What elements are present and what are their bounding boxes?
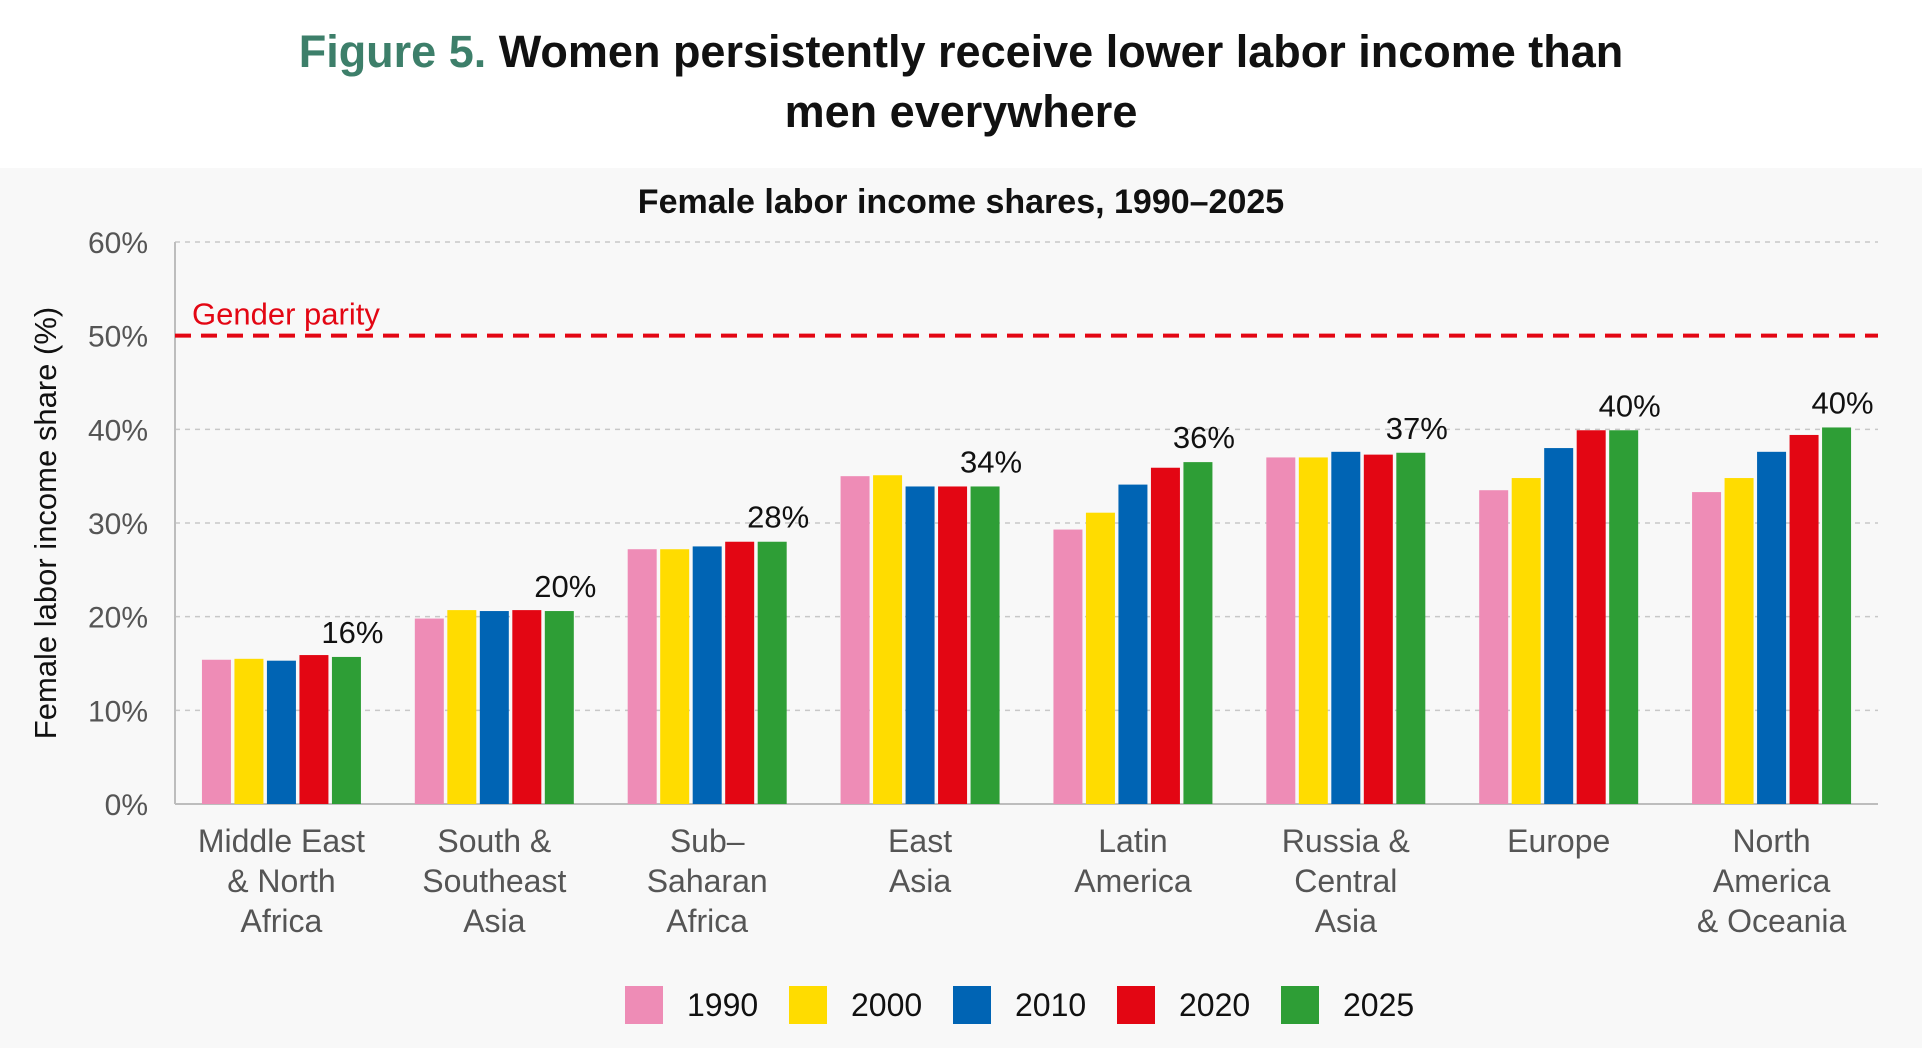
bar-2000 bbox=[447, 610, 477, 804]
bar-1990 bbox=[1053, 529, 1083, 804]
y-tick-label: 10% bbox=[88, 695, 148, 728]
bar-1990 bbox=[414, 618, 444, 804]
legend-swatch-2020 bbox=[1117, 986, 1155, 1024]
chart-title: Female labor income shares, 1990–2025 bbox=[638, 183, 1284, 221]
bar-2000 bbox=[1298, 457, 1328, 804]
legend-swatch-1990 bbox=[625, 986, 663, 1024]
bar-2000 bbox=[873, 475, 903, 804]
x-tick-label: & North bbox=[227, 863, 335, 899]
bar-2000 bbox=[660, 549, 690, 804]
legend-swatch-2010 bbox=[953, 986, 991, 1024]
x-tick-label: Latin bbox=[1098, 823, 1167, 859]
bar-2020 bbox=[1576, 430, 1606, 804]
figure-title: Figure 5. Women persistently receive low… bbox=[0, 22, 1922, 142]
bar-2025 bbox=[1822, 427, 1852, 804]
y-tick-label: 0% bbox=[105, 789, 148, 822]
bar-2020 bbox=[725, 541, 755, 804]
x-tick-label: East bbox=[888, 823, 952, 859]
bar-2025 bbox=[1396, 452, 1426, 804]
data-label: 36% bbox=[1173, 420, 1235, 455]
x-tick-label: Africa bbox=[666, 903, 748, 939]
y-tick-label: 40% bbox=[88, 414, 148, 447]
y-tick-label: 60% bbox=[88, 227, 148, 260]
legend-label: 1990 bbox=[687, 987, 758, 1023]
x-tick-label: Africa bbox=[241, 903, 323, 939]
legend-label: 2025 bbox=[1343, 987, 1414, 1023]
x-tick-label: South & bbox=[437, 823, 551, 859]
data-label: 20% bbox=[534, 569, 596, 604]
bar-2010 bbox=[266, 660, 296, 804]
bar-2010 bbox=[1331, 451, 1361, 804]
bar-1990 bbox=[201, 659, 231, 804]
bar-2020 bbox=[1150, 467, 1180, 804]
bar-2025 bbox=[970, 486, 1000, 804]
bar-2000 bbox=[1511, 478, 1541, 804]
x-tick-label: Southeast bbox=[422, 863, 566, 899]
bar-1990 bbox=[1692, 492, 1722, 804]
x-tick-label: Russia & bbox=[1282, 823, 1410, 859]
x-tick-label: America bbox=[1713, 863, 1831, 899]
bar-2025 bbox=[331, 656, 361, 804]
x-tick-label: America bbox=[1074, 863, 1192, 899]
bar-2010 bbox=[1118, 484, 1148, 804]
legend-label: 2010 bbox=[1015, 987, 1086, 1023]
bar-1990 bbox=[1266, 457, 1296, 804]
x-tick-label: Central bbox=[1294, 863, 1397, 899]
x-tick-label: Middle East bbox=[198, 823, 365, 859]
bar-2000 bbox=[234, 658, 264, 804]
figure-title-line-1: Figure 5. Women persistently receive low… bbox=[0, 22, 1922, 82]
figure-title-line-2: men everywhere bbox=[784, 86, 1138, 137]
x-tick-label: & Oceania bbox=[1697, 903, 1847, 939]
legend-label: 2000 bbox=[851, 987, 922, 1023]
bar-2020 bbox=[1789, 434, 1819, 804]
y-tick-label: 20% bbox=[88, 602, 148, 635]
bar-1990 bbox=[1479, 490, 1509, 804]
figure-label: Figure 5. bbox=[298, 26, 487, 77]
x-tick-label: Asia bbox=[1315, 903, 1377, 939]
bar-2025 bbox=[1609, 430, 1639, 804]
bar-2020 bbox=[512, 610, 542, 804]
data-label: 40% bbox=[1812, 385, 1874, 420]
legend-label: 2020 bbox=[1179, 987, 1250, 1023]
bar-2025 bbox=[544, 611, 574, 804]
y-tick-label: 50% bbox=[88, 321, 148, 354]
data-label: 37% bbox=[1386, 411, 1448, 446]
chart-panel: Female labor income shares, 1990–2025 0% 1… bbox=[0, 168, 1922, 1048]
bar-2020 bbox=[1363, 454, 1393, 804]
bar-2025 bbox=[757, 541, 787, 804]
bar-chart: Female labor income shares, 1990–2025 0% 1… bbox=[28, 183, 1878, 1024]
x-tick-label: North bbox=[1732, 823, 1810, 859]
x-tick-label: Asia bbox=[463, 903, 525, 939]
bar-2010 bbox=[479, 611, 509, 804]
bar-2010 bbox=[905, 486, 935, 804]
bar-2000 bbox=[1724, 478, 1754, 804]
data-label: 28% bbox=[747, 500, 809, 535]
data-label: 16% bbox=[321, 615, 383, 650]
figure-title-text: Women persistently receive lower labor i… bbox=[498, 26, 1624, 77]
bar-2000 bbox=[1085, 512, 1115, 804]
x-tick-label: Sub– bbox=[670, 823, 745, 859]
bar-1990 bbox=[627, 549, 657, 804]
legend-swatch-2025 bbox=[1281, 986, 1319, 1024]
bar-2010 bbox=[692, 546, 722, 804]
bar-2010 bbox=[1757, 451, 1787, 804]
data-label: 40% bbox=[1599, 388, 1661, 423]
gender-parity-label: Gender parity bbox=[192, 297, 380, 332]
y-tick-label: 30% bbox=[88, 508, 148, 541]
x-tick-label: Asia bbox=[889, 863, 951, 899]
bar-1990 bbox=[840, 476, 870, 804]
legend-swatch-2000 bbox=[789, 986, 827, 1024]
x-tick-label: Saharan bbox=[647, 863, 768, 899]
bar-2020 bbox=[299, 655, 329, 804]
bar-2020 bbox=[938, 486, 968, 804]
bar-2010 bbox=[1544, 448, 1574, 804]
data-label: 34% bbox=[960, 444, 1022, 479]
x-tick-label: Europe bbox=[1507, 823, 1610, 859]
bar-2025 bbox=[1183, 462, 1213, 804]
y-axis-label: Female labor income share (%) bbox=[28, 307, 63, 739]
